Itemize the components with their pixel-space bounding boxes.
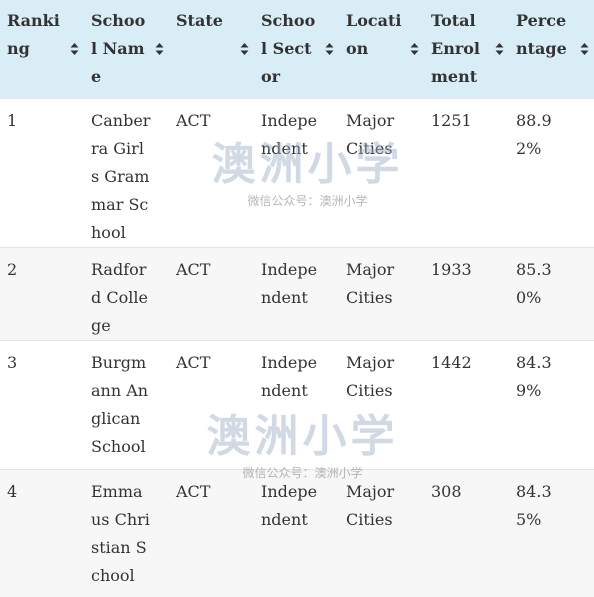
- table-cell: Major Cities: [339, 339, 424, 469]
- table-cell: Burgmann Anglican School: [84, 339, 169, 469]
- table-cell: 88.92%: [509, 97, 594, 247]
- table-cell: 2: [0, 246, 84, 340]
- header-text: Location: [346, 11, 402, 58]
- table-cell: ACT: [169, 97, 254, 247]
- header-text: Ranking: [7, 11, 60, 58]
- table-cell: Major Cities: [339, 97, 424, 247]
- table-cell: Independent: [254, 246, 339, 340]
- table-cell: Canberra Girls Grammar School: [84, 97, 169, 247]
- header-text: Percentage: [516, 11, 567, 58]
- column-header[interactable]: School Name: [84, 0, 169, 98]
- table-cell: Major Cities: [339, 468, 424, 597]
- header-text: School Name: [91, 11, 146, 86]
- table-cell: 1933: [424, 246, 509, 340]
- header-row: Ranking School Name State School Sector Loca…: [0, 0, 594, 98]
- header-text: School Sector: [261, 11, 316, 86]
- sort-icon[interactable]: [325, 42, 334, 56]
- table-row: 1 Canberra Girls Grammar School ACT Indepen…: [0, 97, 594, 247]
- table-cell: ACT: [169, 339, 254, 469]
- column-header[interactable]: Total Enrolment: [424, 0, 509, 98]
- column-header[interactable]: State: [169, 0, 254, 98]
- table-cell: 4: [0, 468, 84, 597]
- table-cell: 1442: [424, 339, 509, 469]
- column-header[interactable]: Ranking: [0, 0, 84, 98]
- table-cell: 308: [424, 468, 509, 597]
- sort-icon[interactable]: [410, 42, 419, 56]
- table-cell: 1: [0, 97, 84, 247]
- table-cell: Independent: [254, 468, 339, 597]
- table-cell: 1251: [424, 97, 509, 247]
- sort-icon[interactable]: [240, 42, 249, 56]
- column-header[interactable]: Location: [339, 0, 424, 98]
- table-cell: Emmaus Christian School: [84, 468, 169, 597]
- table-cell: 85.30%: [509, 246, 594, 340]
- table-cell: Independent: [254, 339, 339, 469]
- sort-icon[interactable]: [580, 42, 589, 56]
- header-text: Total Enrolment: [431, 11, 481, 86]
- sort-icon[interactable]: [495, 42, 504, 56]
- table-cell: 84.39%: [509, 339, 594, 469]
- column-header[interactable]: School Sector: [254, 0, 339, 98]
- header-text: State: [176, 11, 223, 30]
- table-row: 4 Emmaus Christian School ACT Independent Ma…: [0, 468, 594, 597]
- sort-icon[interactable]: [70, 42, 79, 56]
- table-cell: 84.35%: [509, 468, 594, 597]
- column-header[interactable]: Percentage: [509, 0, 594, 98]
- table-cell: Radford College: [84, 246, 169, 340]
- table-body: 1 Canberra Girls Grammar School ACT Indepen…: [0, 97, 594, 597]
- table-cell: Major Cities: [339, 246, 424, 340]
- table-cell: 3: [0, 339, 84, 469]
- table-cell: ACT: [169, 468, 254, 597]
- table-cell: ACT: [169, 246, 254, 340]
- table-row: 3 Burgmann Anglican School ACT Independent M…: [0, 339, 594, 469]
- table-row: 2 Radford College ACT Independent Major Citi…: [0, 246, 594, 340]
- table-cell: Independent: [254, 97, 339, 247]
- sort-icon[interactable]: [155, 42, 164, 56]
